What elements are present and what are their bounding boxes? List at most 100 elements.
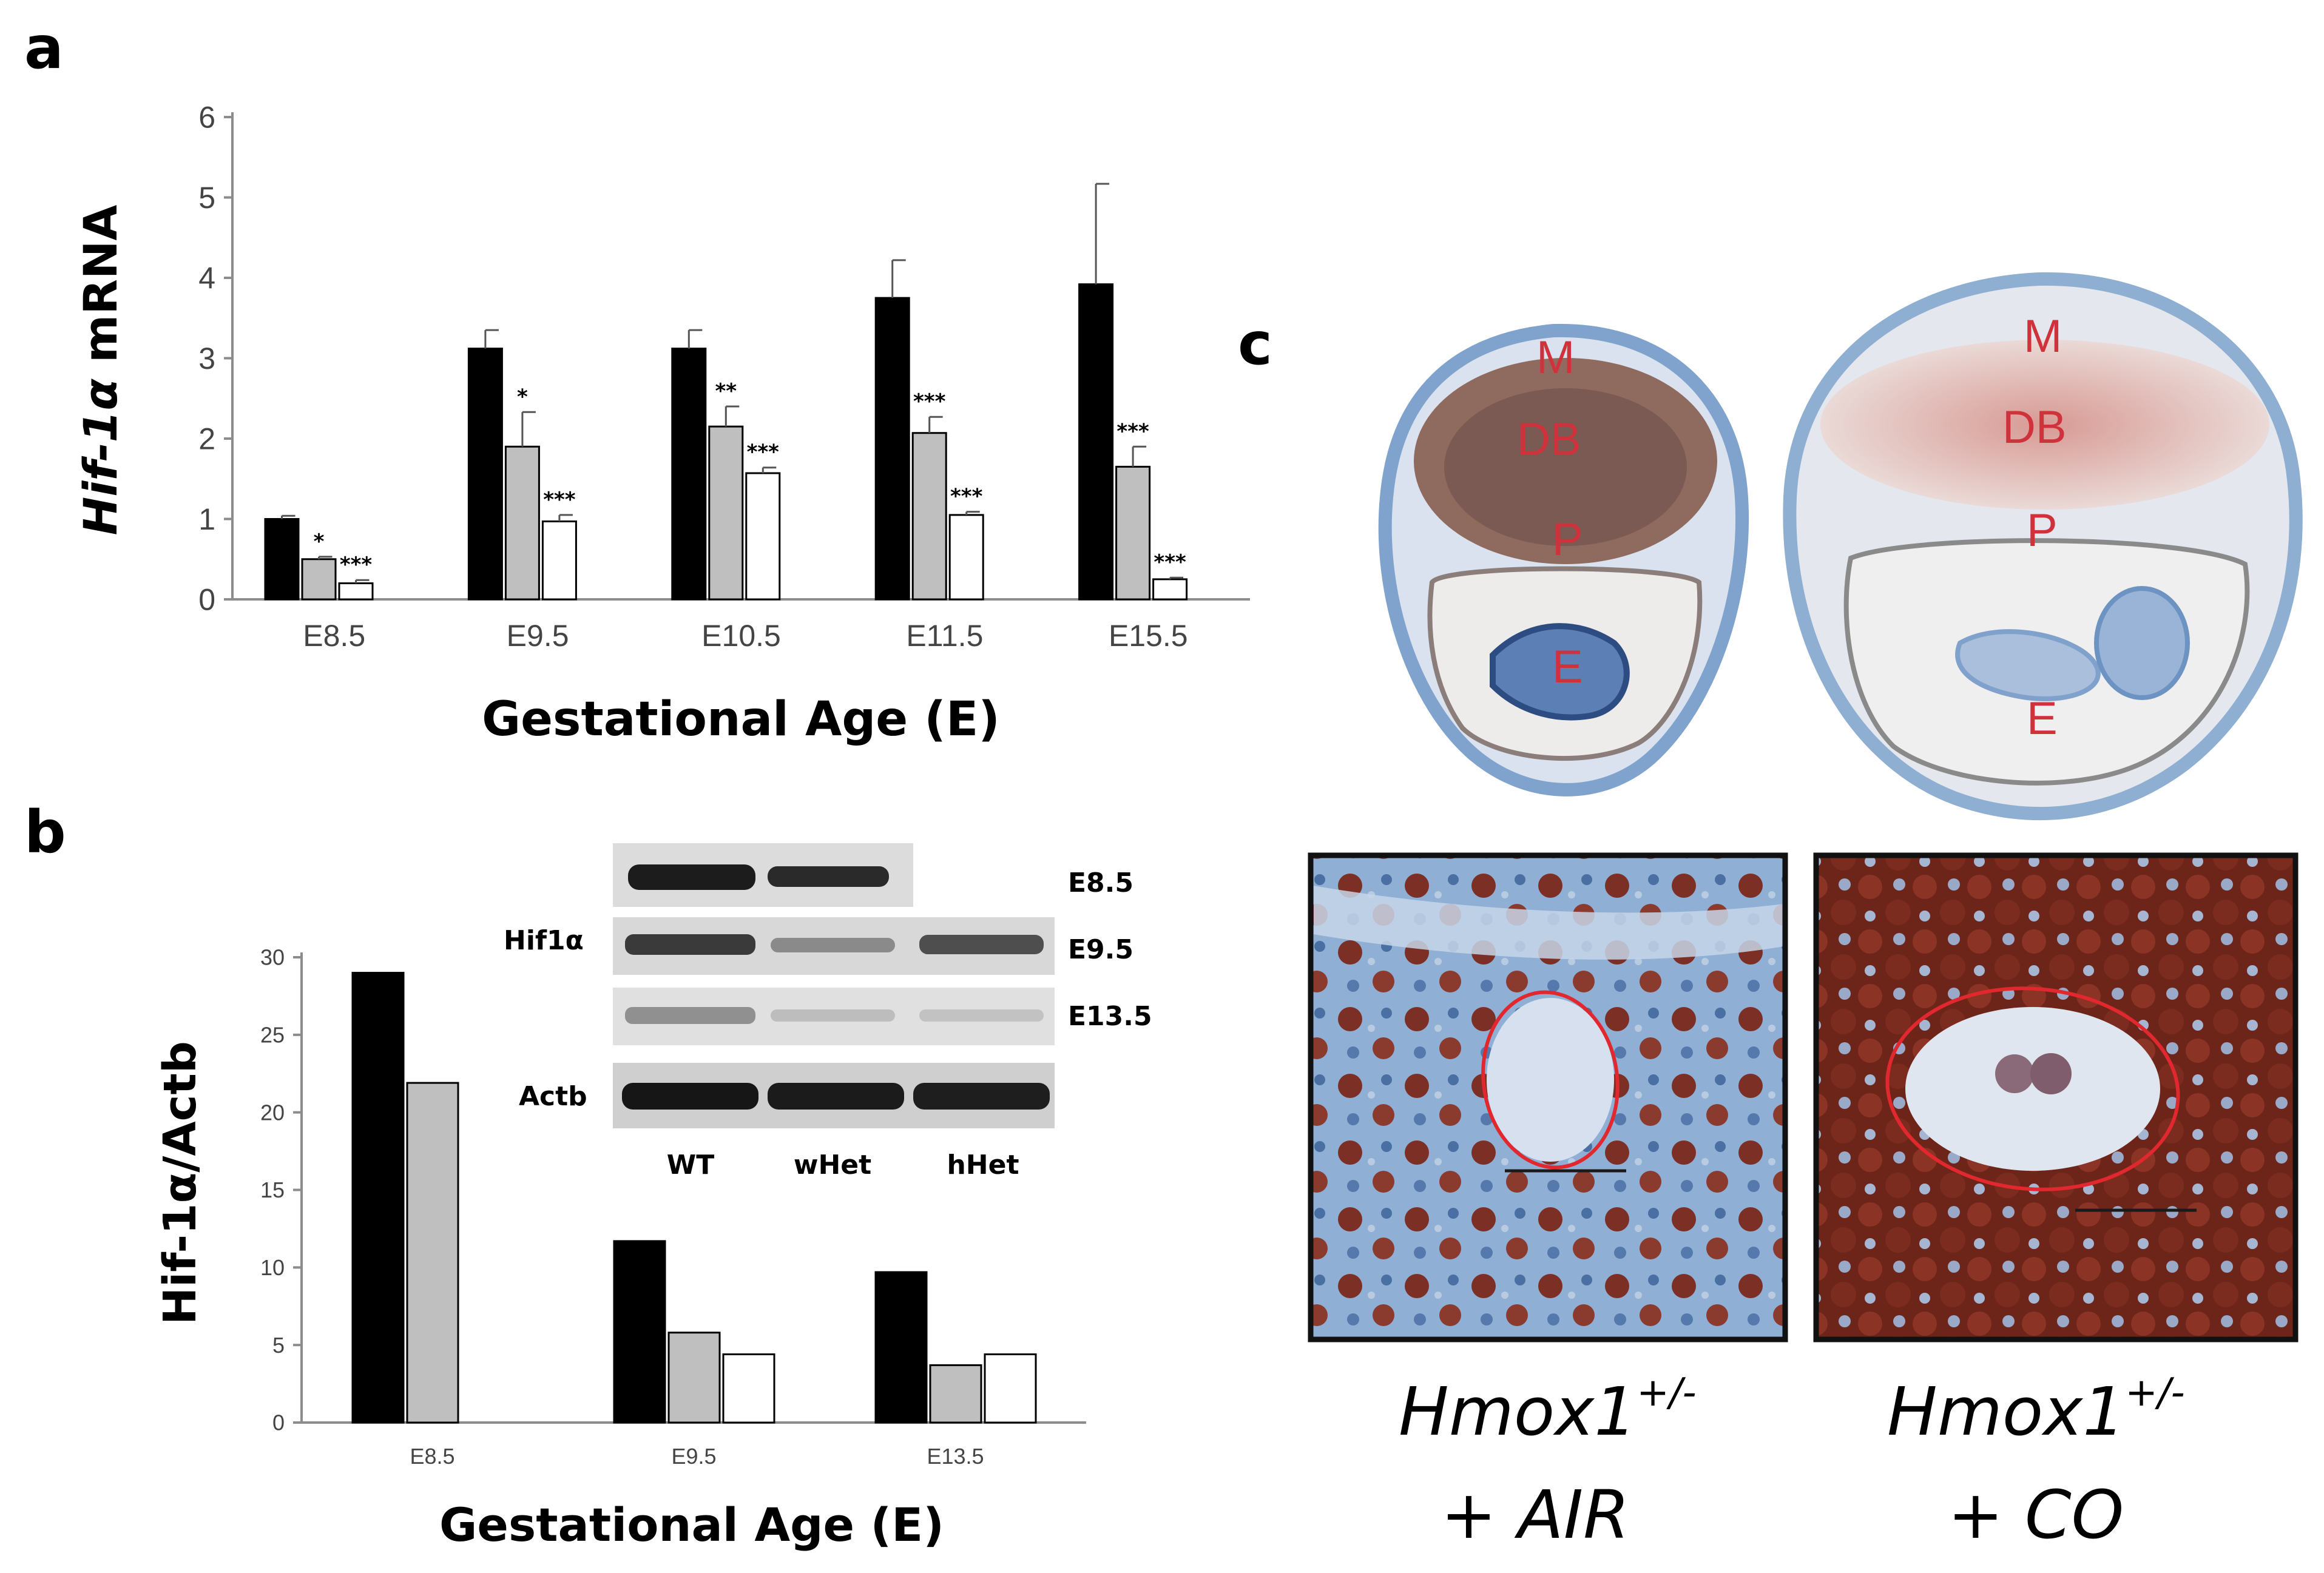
blot-protein-label: Hif1α (504, 925, 584, 956)
chartA-bar (338, 582, 374, 601)
blot-band-e13-5-whet (771, 1009, 895, 1022)
chartA-bar (745, 472, 781, 601)
chartB-y-tick-label: 20 (260, 1100, 285, 1125)
chartA-x-tick-label: E15.5 (1109, 619, 1188, 653)
micrograph-co-frame (1813, 852, 2299, 1342)
chartB-bar (874, 1271, 928, 1424)
tissue-label-co-p: P (2027, 505, 2058, 556)
chartA-significance-label: *** (543, 488, 576, 512)
caption-co-treatment: + CO (1948, 1476, 2124, 1554)
chartA-x-tick-label: E9.5 (507, 619, 569, 653)
panel-letter-a: a (24, 14, 64, 82)
vessel-lumen-air (1487, 998, 1614, 1162)
chart-a-y-axis: 0 1 2 3 4 5 6 (198, 101, 1250, 617)
chartA-x-tick-label: E10.5 (701, 619, 781, 653)
embryo-air (1490, 623, 1630, 721)
blot-band-e13-5-wt (625, 1007, 755, 1024)
blot-band-actb-hhet (913, 1083, 1050, 1110)
chartB-x-tick-label: E13.5 (927, 1444, 984, 1469)
chartA-significance-label: *** (340, 553, 373, 577)
caption-co: Hmox1+/- + CO (1887, 1370, 2185, 1554)
panel-letter-b: b (24, 798, 66, 866)
chartA-y-tick-label: 0 (198, 583, 215, 617)
blot-row-label-e13-5: E13.5 (1068, 1001, 1152, 1032)
blot-lane-label-wt: WT (667, 1150, 715, 1181)
blot-band-e13-5-hhet (919, 1009, 1044, 1022)
chart-a-bars: ************************* (264, 183, 1188, 601)
blot-band-actb-whet (768, 1083, 904, 1110)
micrograph-co (1813, 852, 2299, 1342)
chartA-bar (1152, 578, 1188, 601)
western-blot: E8.5 E9.5 E13.5 Hif1α Actb WT wHet hHet (504, 843, 1152, 1181)
chartA-bar (467, 348, 503, 601)
chart-b-x-ticks: E8.5 E9.5 E13.5 (410, 1444, 984, 1469)
chartB-y-tick-label: 5 (272, 1333, 285, 1358)
chart-a-ylabel: Hif-1α mRNA (73, 205, 127, 536)
chartB-y-tick-label: 30 (260, 945, 285, 970)
chartB-bar (984, 1353, 1037, 1424)
chartA-bar (911, 432, 947, 601)
embryo-co-2 (2094, 586, 2190, 700)
chartA-significance-label: ** (715, 379, 737, 403)
vessel-cell-co-2 (2030, 1053, 2072, 1094)
blot-row-label-e8-5: E8.5 (1068, 867, 1133, 898)
chartB-y-tick-label: 25 (260, 1022, 285, 1047)
chartA-y-tick-label: 3 (198, 342, 215, 376)
embryo-co (1955, 629, 2101, 701)
decidua-region-co (1820, 340, 2269, 510)
chartA-bar (948, 514, 984, 601)
caption-air: Hmox1+/- + AIR (1399, 1370, 1697, 1554)
chartA-significance-label: *** (1154, 550, 1186, 574)
chartA-y-tick-label: 6 (198, 101, 215, 135)
chartA-y-tick-label: 4 (198, 261, 215, 295)
chartA-x-tick-label: E8.5 (303, 619, 365, 653)
chartA-significance-label: *** (950, 485, 983, 509)
placenta-section-co: M DB P E (1783, 272, 2303, 821)
chartA-bar (1115, 465, 1151, 601)
tissue-label-co-m: M (2024, 311, 2062, 362)
chartA-bar (301, 558, 337, 601)
decidua-region-air-center (1444, 388, 1687, 546)
chartA-y-tick-label: 1 (198, 502, 215, 536)
chartB-y-tick-label: 15 (260, 1177, 285, 1202)
chartB-bar (929, 1364, 982, 1424)
placenta-section-air: M DB P E (1378, 323, 1749, 797)
vessel-lumen-co (1905, 1007, 2160, 1171)
tissue-label-air-e: E (1552, 641, 1583, 693)
tissue-label-air-db: DB (1517, 414, 1581, 465)
chartB-bar (722, 1353, 775, 1424)
chartA-bar (671, 348, 707, 601)
tissue-label-co-db: DB (2002, 402, 2067, 453)
micrograph-air (1308, 852, 1788, 1342)
blot-band-e9-5-whet (771, 938, 895, 952)
caption-co-gene: Hmox1+/- (1887, 1370, 2185, 1450)
chartB-x-tick-label: E8.5 (410, 1444, 454, 1469)
chartA-bar (874, 297, 910, 601)
chartA-bar (264, 518, 300, 601)
chartB-bar (406, 1082, 459, 1424)
chartA-bar (708, 425, 744, 601)
blot-lane-label-whet: wHet (794, 1150, 871, 1181)
chartB-bar (667, 1332, 721, 1424)
blot-band-e8-5-wt (628, 864, 755, 890)
chart-a-x-ticks: E8.5 E9.5 E10.5 E11.5 E15.5 (303, 619, 1187, 653)
chart-b-ylabel: Hif-1α/Actb (154, 1041, 206, 1325)
chart-b-xlabel: Gestational Age (E) (439, 1498, 944, 1552)
vessel-cell-co-1 (1995, 1054, 2034, 1093)
chartA-significance-label: *** (1116, 419, 1149, 443)
chartB-x-tick-label: E9.5 (671, 1444, 716, 1469)
chart-b: 0 5 10 15 20 25 30 E8.5 E9.5 E13.5 Hif-1α/Actb G… (154, 945, 1086, 1552)
chartA-y-tick-label: 2 (198, 422, 215, 456)
chartA-x-tick-label: E11.5 (906, 619, 983, 653)
panel-letter-c: c (1238, 310, 1272, 378)
blot-loading-label: Actb (519, 1081, 587, 1112)
chartB-bar (613, 1240, 666, 1424)
chartA-significance-label: *** (913, 389, 946, 414)
chart-a-xlabel: Gestational Age (E) (482, 692, 1000, 747)
chartA-y-tick-label: 5 (198, 181, 215, 215)
chartB-y-tick-label: 0 (272, 1410, 285, 1435)
blot-lane-label-hhet: hHet (947, 1150, 1019, 1181)
chartB-bar (351, 972, 405, 1424)
